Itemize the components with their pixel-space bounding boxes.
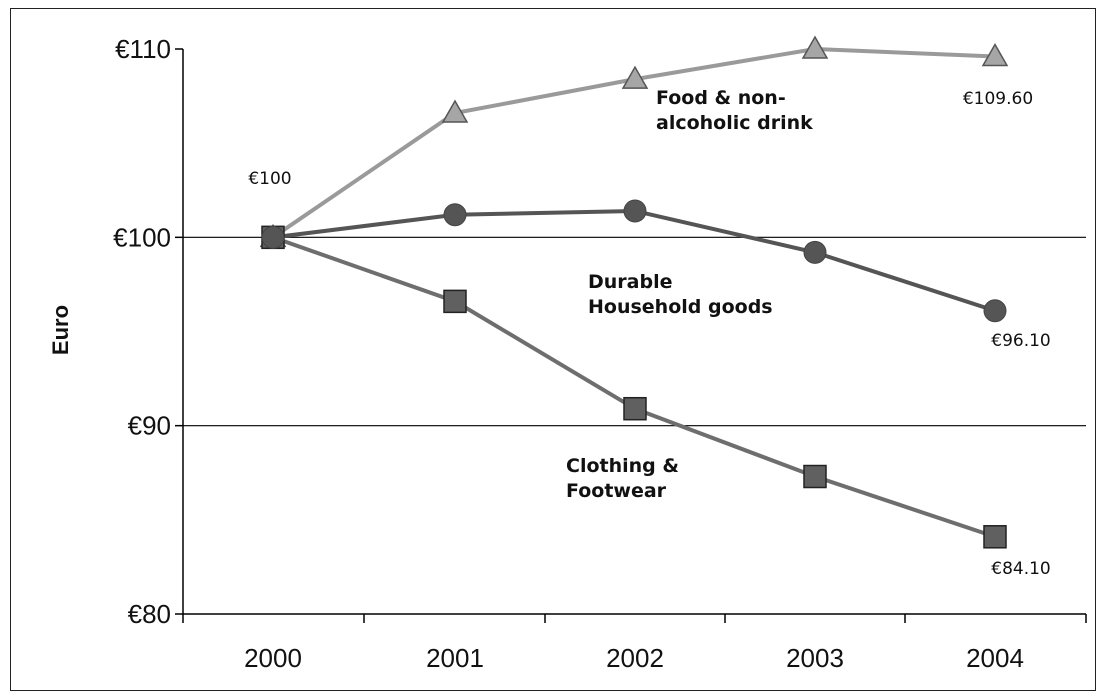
series-label: Durable (588, 271, 673, 293)
y-tick-label: €80 (128, 599, 171, 629)
x-tick-label: 2001 (426, 643, 484, 673)
circle-marker (803, 240, 827, 264)
data-label: €96.10 (991, 331, 1050, 351)
square-marker (623, 396, 647, 421)
x-tick-label: 2004 (966, 643, 1024, 673)
y-axis-title: Euro (48, 305, 73, 355)
x-tick-label: 2000 (244, 643, 302, 673)
square-marker (443, 289, 467, 314)
circle-marker (261, 225, 285, 249)
triangle-marker (441, 99, 469, 123)
y-tick-label: €100 (113, 222, 171, 252)
x-tick-label: 2003 (786, 643, 844, 673)
series-label: Clothing & (566, 455, 679, 477)
circle-marker (623, 199, 647, 223)
square-marker (803, 464, 827, 489)
data-label: €100 (248, 169, 291, 189)
circle-marker (443, 203, 467, 227)
data-label: €109.60 (963, 89, 1033, 109)
x-tick-label: 2002 (606, 643, 664, 673)
circle-marker (983, 299, 1007, 323)
series-label: Food & non- (656, 87, 786, 109)
series-label: Household goods (588, 296, 773, 318)
triangle-marker (981, 43, 1009, 67)
series-label: alcoholic drink (656, 112, 813, 134)
triangle-marker (621, 65, 649, 89)
y-tick-label: €90 (128, 411, 171, 441)
data-label: €84.10 (991, 559, 1050, 579)
series-label: Footwear (566, 480, 667, 502)
triangle-marker (801, 35, 829, 59)
y-tick-label: €110 (115, 34, 171, 64)
square-marker (983, 525, 1007, 549)
chart-frame (10, 8, 1096, 691)
